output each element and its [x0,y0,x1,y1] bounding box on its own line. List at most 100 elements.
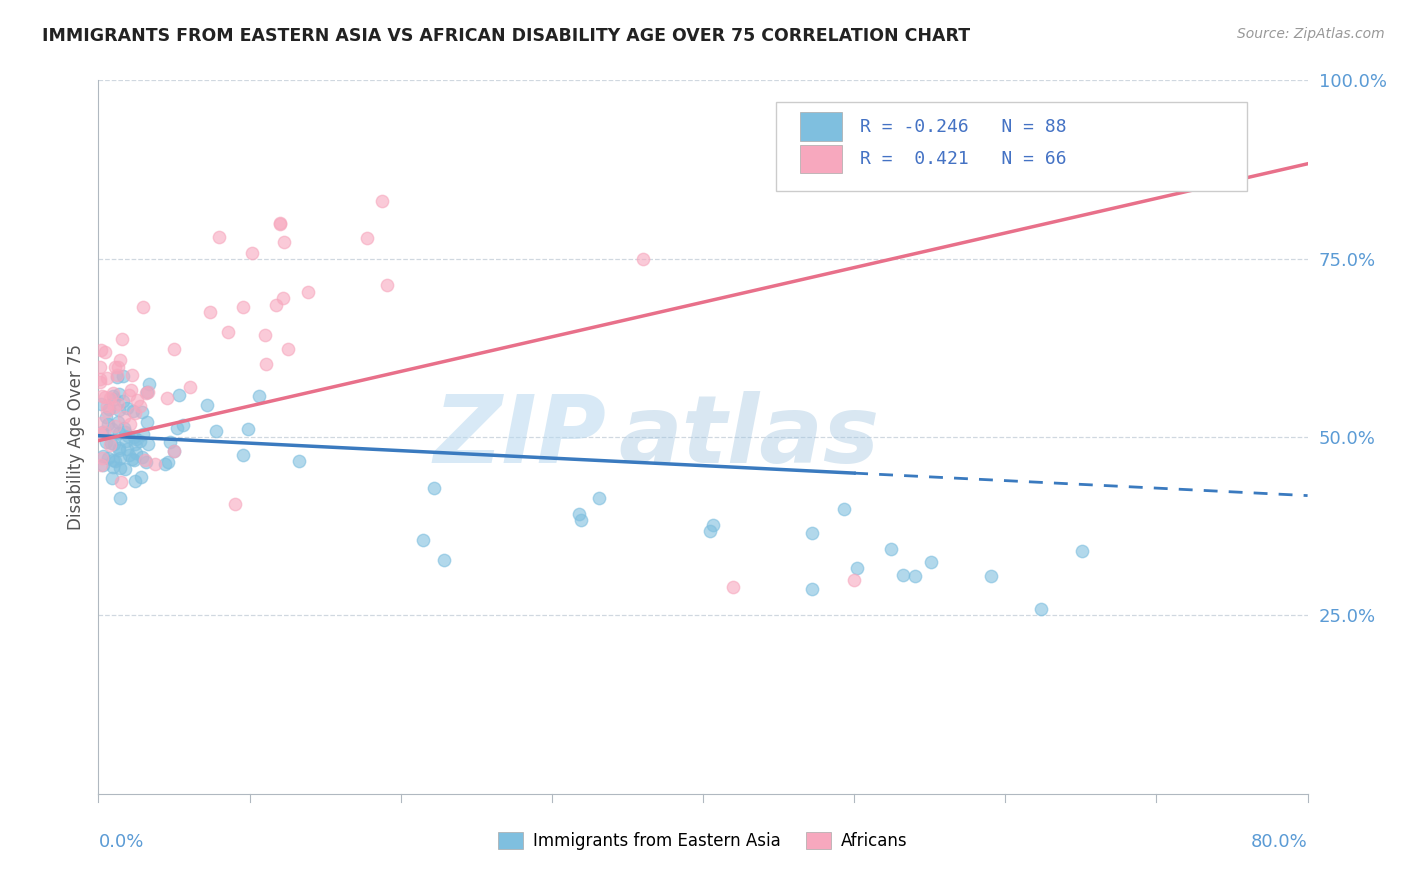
Point [699,524,721,539]
Point [94,390,117,404]
Point [172,417,194,432]
Point [569,513,592,527]
Point [90,458,112,473]
Point [834,501,856,516]
Point [880,542,903,557]
Point [134,453,156,467]
Point [105,368,128,382]
Point [112,410,135,425]
Point [89,417,111,431]
Point [122,403,145,417]
Point [162,444,184,458]
Point [103,401,125,415]
Point [107,443,129,458]
Point [217,325,239,339]
Point [114,462,136,476]
Point [98,392,121,406]
Point [125,446,148,460]
Point [98,401,121,416]
Point [224,497,246,511]
Point [132,301,155,315]
Point [208,230,231,244]
Point [153,457,176,471]
Point [232,300,254,314]
Point [1071,544,1094,558]
Point [100,435,122,450]
Point [104,454,127,468]
Point [104,418,127,433]
Point [89,426,111,441]
Point [108,441,131,455]
Point [433,553,456,567]
Point [277,342,299,356]
Point [108,425,131,440]
Point [94,435,117,450]
Point [107,397,129,411]
Point [1031,601,1053,615]
Point [136,384,159,399]
Point [844,573,866,587]
Point [236,422,259,436]
Point [125,393,148,408]
Point [135,386,157,401]
Point [101,385,124,400]
Point [101,460,124,475]
Point [96,371,118,385]
Point [129,470,152,484]
Point [107,415,129,429]
Point [91,389,114,403]
Point [232,448,254,462]
FancyBboxPatch shape [776,102,1247,191]
Text: atlas: atlas [619,391,880,483]
Point [93,344,115,359]
Point [253,328,276,343]
Text: ZIP: ZIP [433,391,606,483]
Point [157,455,180,469]
Point [111,332,134,346]
Text: R = -0.246   N = 88: R = -0.246 N = 88 [860,118,1067,136]
Point [90,343,112,358]
Point [271,291,294,305]
Point [297,285,319,299]
Point [247,389,270,403]
Point [110,475,132,489]
Point [412,533,434,547]
Point [131,450,153,464]
Point [121,368,143,383]
Point [89,375,111,389]
Point [90,450,112,465]
Point [104,359,127,374]
Point [269,216,291,230]
Point [118,388,141,402]
Point [101,389,124,403]
Point [128,400,150,414]
Point [846,561,869,575]
Point [198,305,221,319]
Point [124,437,146,451]
Point [108,352,131,367]
Point [801,525,824,540]
Point [125,432,148,446]
Point [631,252,654,266]
Point [891,568,914,582]
Point [423,481,446,495]
Point [100,471,122,485]
Point [90,397,112,411]
Text: IMMIGRANTS FROM EASTERN ASIA VS AFRICAN DISABILITY AGE OVER 75 CORRELATION CHART: IMMIGRANTS FROM EASTERN ASIA VS AFRICAN … [42,27,970,45]
Point [91,458,114,472]
Text: 0.0%: 0.0% [98,833,143,851]
Point [356,231,378,245]
Point [108,387,131,401]
Point [110,461,132,475]
Point [96,399,118,413]
Point [159,434,181,449]
Point [129,434,152,448]
Point [91,425,114,439]
Point [101,453,124,467]
Point [197,397,219,411]
Point [588,491,610,506]
Point [167,388,190,402]
Point [155,391,177,405]
Text: Source: ZipAtlas.com: Source: ZipAtlas.com [1237,27,1385,41]
Point [112,368,135,383]
